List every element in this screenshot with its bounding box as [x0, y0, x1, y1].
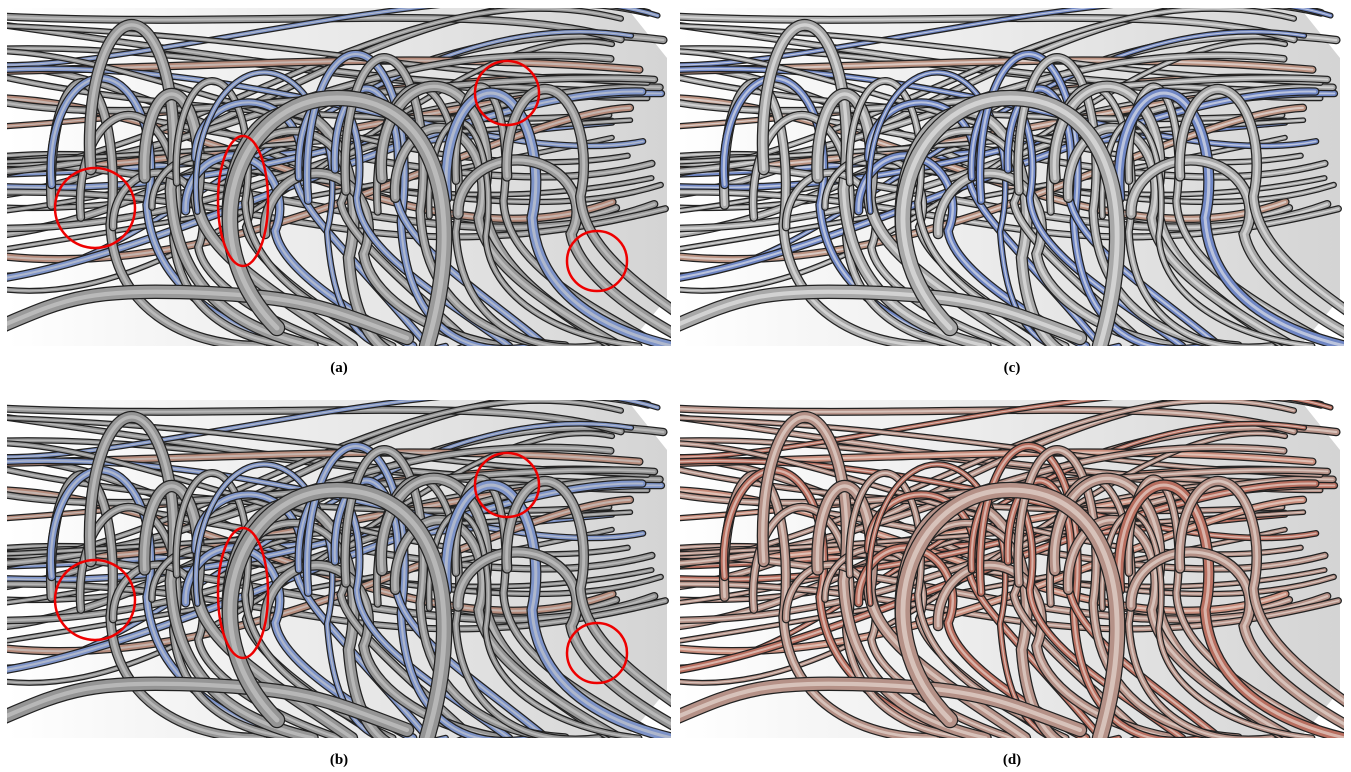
panel-caption: (a) — [7, 360, 671, 377]
panel-image — [680, 8, 1344, 346]
panel-caption: (b) — [7, 752, 671, 769]
panel-image — [7, 400, 671, 738]
figure: (a)(b)(c)(d) (() => { const data = JSON.… — [0, 0, 1351, 772]
panel-image — [7, 8, 671, 346]
panel-image — [680, 400, 1344, 738]
panel-caption: (d) — [680, 752, 1344, 769]
panel-caption: (c) — [680, 360, 1344, 377]
